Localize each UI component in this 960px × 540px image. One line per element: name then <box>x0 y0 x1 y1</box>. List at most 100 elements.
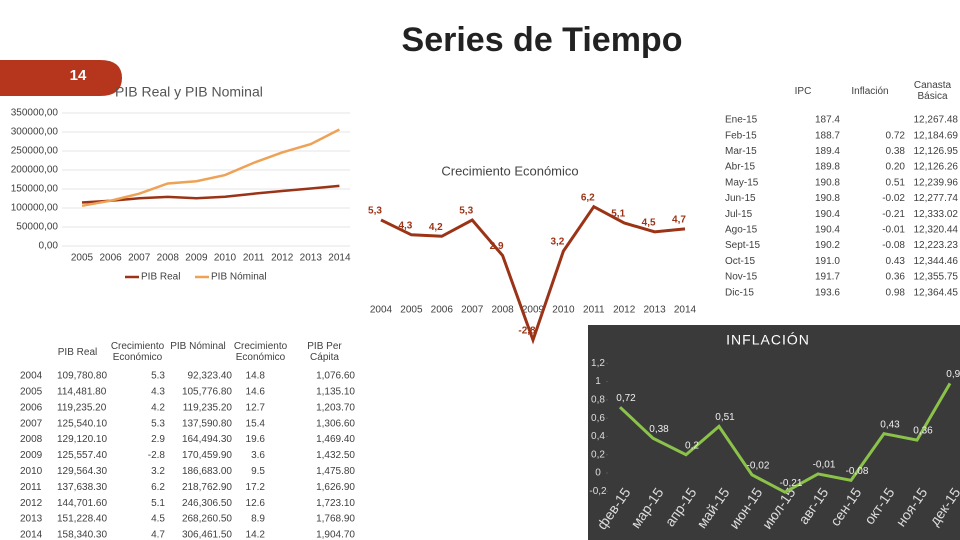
y-tick-label: 200000,00 <box>11 165 59 176</box>
table-cell: 0.51 <box>886 177 906 188</box>
badge <box>0 60 122 96</box>
table-cell: -0.08 <box>882 240 905 251</box>
table-cell: 144,701.60 <box>57 498 107 509</box>
table-header: PIB Nóminal <box>170 341 226 352</box>
table-cell: -0.02 <box>882 193 905 204</box>
y-tick-label: 0,00 <box>39 241 59 252</box>
table-cell: 125,557.40 <box>57 450 107 461</box>
x-tick-label: 2008 <box>491 305 514 316</box>
data-label: 6,2 <box>581 192 595 203</box>
table-cell: 1,135.10 <box>316 387 355 398</box>
table-cell: 1,203.70 <box>316 402 355 413</box>
table-cell: 151,228.40 <box>57 514 107 525</box>
table-cell: 190.8 <box>815 193 840 204</box>
table-cell: 268,260.50 <box>182 514 232 525</box>
table-cell: -0.21 <box>882 209 905 220</box>
table-cell: Sept-15 <box>725 240 760 251</box>
line <box>81 184 340 204</box>
data-label: 0,72 <box>616 393 636 404</box>
line <box>618 382 952 494</box>
table-cell: 15.4 <box>246 418 266 429</box>
table-cell: 2005 <box>20 387 43 398</box>
chart-title: Crecimiento Económico <box>441 163 578 178</box>
table-cell: 129,564.30 <box>57 466 107 477</box>
data-label: 0,51 <box>715 412 735 423</box>
table-cell: 5.1 <box>151 498 165 509</box>
data-label: 5,3 <box>368 206 382 217</box>
x-tick-label: 2013 <box>643 305 666 316</box>
data-label: 0,43 <box>880 419 900 430</box>
table-cell: 191.7 <box>815 272 840 283</box>
table-cell: Feb-15 <box>725 130 757 141</box>
data-label: -0,01 <box>813 460 836 471</box>
data-label: 2,9 <box>490 241 504 252</box>
table-cell: May-15 <box>725 177 759 188</box>
table-cell: 190.2 <box>815 240 840 251</box>
table-cell: 137,638.30 <box>57 482 107 493</box>
table-cell: 306,461.50 <box>182 530 232 540</box>
chart-title: PIB Real y PIB Nominal <box>115 84 263 100</box>
x-tick-label: 2005 <box>400 305 423 316</box>
table-cell: 4.3 <box>151 387 165 398</box>
table-cell: 8.9 <box>251 514 265 525</box>
table-cell: 186,683.00 <box>182 466 232 477</box>
table-cell: 12,355.75 <box>914 272 959 283</box>
table-cell: 9.5 <box>251 466 265 477</box>
table-header: Crecimiento Económico <box>110 341 165 363</box>
y-tick-label: 0,6 <box>591 413 605 424</box>
x-tick-label: 2006 <box>431 305 454 316</box>
table-cell: Jul-15 <box>725 209 753 220</box>
table-cell: 19.6 <box>246 434 266 445</box>
data-label: 4,5 <box>642 217 656 228</box>
table-cell: 4.5 <box>151 514 165 525</box>
y-tick-label: -0,2 <box>589 486 607 497</box>
x-tick-label: 2007 <box>461 305 484 316</box>
x-tick-label: 2009 <box>185 253 208 264</box>
table-cell: 12,126.26 <box>914 162 959 173</box>
data-label: -0,08 <box>846 466 869 477</box>
table-cell: -0.01 <box>882 225 905 236</box>
table-cell: 2004 <box>20 371 43 382</box>
x-tick-label: 2014 <box>328 253 351 264</box>
table-cell: 2013 <box>20 514 43 525</box>
data-label: -0,02 <box>747 460 770 471</box>
table-cell: 1,432.50 <box>316 450 355 461</box>
x-tick-label: 2006 <box>99 253 122 264</box>
data-label: -0,21 <box>780 478 803 489</box>
table-cell: 187.4 <box>815 115 840 126</box>
table-cell: 0.20 <box>886 162 906 173</box>
y-tick-label: 0 <box>595 468 601 479</box>
table-cell: 119,235.20 <box>183 402 233 413</box>
table-cell: 105,776.80 <box>182 387 232 398</box>
table-cell: 246,306.50 <box>182 498 232 509</box>
table-cell: 190.8 <box>815 177 840 188</box>
table-cell: 1,768.90 <box>316 514 355 525</box>
table-cell: 12,267.48 <box>914 115 959 126</box>
x-tick-label: 2013 <box>300 253 323 264</box>
y-tick-label: 50000,00 <box>16 222 58 233</box>
inflation-chart-bg <box>588 325 960 540</box>
table-cell: 4.7 <box>151 530 165 540</box>
y-tick-label: 100000,00 <box>11 203 59 214</box>
y-tick-label: 150000,00 <box>11 184 59 195</box>
table-header: IPC <box>794 86 812 97</box>
table-cell: -2.8 <box>148 450 166 461</box>
line <box>380 204 686 345</box>
data-label: 0,2 <box>685 440 699 451</box>
table-cell: Oct-15 <box>725 256 755 267</box>
table-cell: 6.2 <box>151 482 165 493</box>
x-tick-label: 2012 <box>613 305 636 316</box>
table-cell: 12,184.69 <box>914 130 959 141</box>
x-tick-label: 2009 <box>522 305 545 316</box>
y-tick-label: 300000,00 <box>11 127 59 138</box>
slide-title: Series de Tiempo <box>402 21 683 59</box>
table-cell: 1,306.60 <box>316 418 355 429</box>
slide-number: 14 <box>70 67 87 84</box>
data-label: 5,1 <box>611 209 625 220</box>
table-cell: 1,723.10 <box>316 498 355 509</box>
table-cell: Abr-15 <box>725 162 755 173</box>
table-cell: 1,076.60 <box>316 371 355 382</box>
line <box>81 128 340 208</box>
table-header: PIB Real <box>57 347 98 358</box>
